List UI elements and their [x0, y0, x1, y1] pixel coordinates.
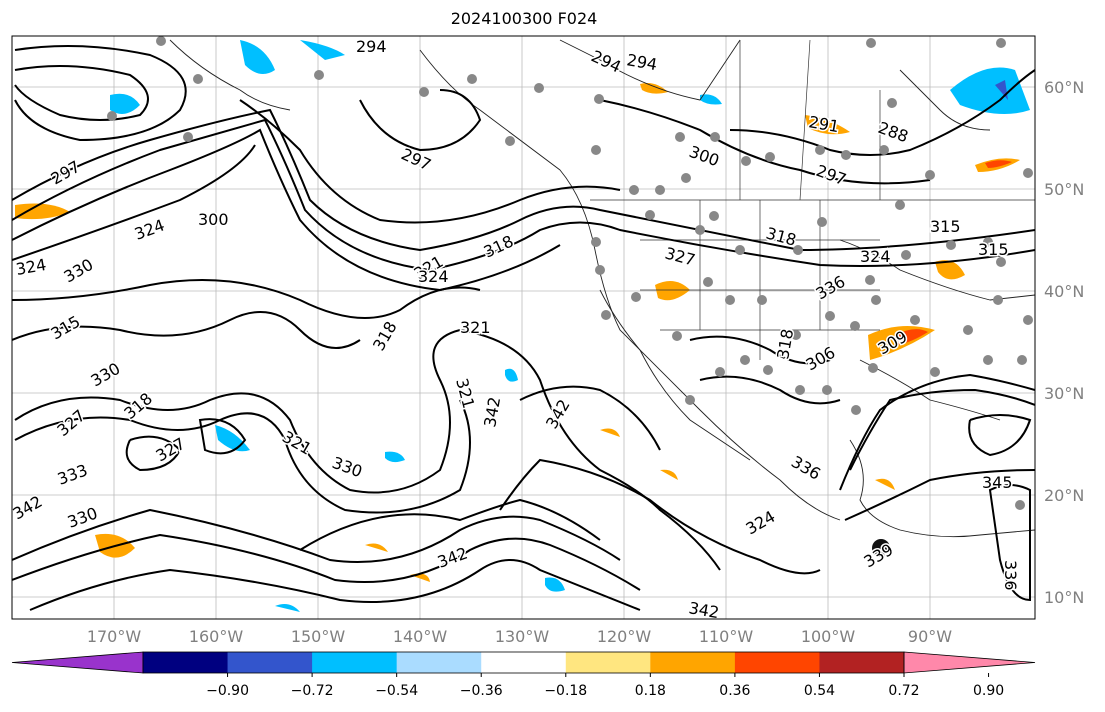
colorbar-tick-label: 0.72	[888, 683, 920, 699]
lat-label: 40°N	[1044, 282, 1085, 301]
contour-label: 300	[198, 210, 229, 229]
colorbar	[11, 651, 1036, 677]
colorbar-segment	[143, 652, 229, 673]
lon-label: 150°W	[290, 627, 346, 646]
lon-label: 160°W	[188, 627, 244, 646]
state-borders	[590, 39, 1035, 360]
red-patch	[985, 160, 1012, 168]
blue-patch	[505, 368, 518, 382]
blue-patch	[275, 604, 300, 612]
shaded-patches	[15, 40, 1030, 612]
colorbar-tick-label: −0.18	[544, 683, 588, 699]
colorbar-tick-label: 0.18	[634, 683, 666, 699]
colorbar-segment	[227, 652, 313, 673]
theta-contours	[12, 45, 1035, 611]
lat-label: 60°N	[1044, 78, 1085, 97]
map-title: 2024100300 F024	[450, 9, 598, 28]
lon-label: 90°W	[907, 627, 953, 646]
red-patch	[895, 329, 928, 345]
colorbar-tick-label: −0.72	[290, 683, 334, 699]
colorbar-segment	[481, 652, 567, 673]
blue-patch	[545, 577, 565, 592]
contour-label: 294	[356, 37, 387, 56]
contour-label: 315	[978, 240, 1009, 259]
lon-label: 100°W	[800, 627, 856, 646]
orange-patch	[655, 281, 690, 301]
lon-label: 170°W	[86, 627, 142, 646]
colorbar-segment	[396, 652, 482, 673]
blue-patch	[240, 40, 275, 74]
colorbar-tick-label: −0.36	[459, 683, 503, 699]
contour-label: 342	[687, 598, 720, 622]
blue-patch	[300, 40, 345, 60]
colorbar-outline	[142, 651, 905, 674]
station-dots	[107, 36, 1033, 510]
blue-patch	[385, 451, 405, 463]
contour-label: 315	[930, 217, 961, 236]
colorbar-segment	[312, 652, 398, 673]
orange-patch	[640, 83, 668, 94]
contour-label: 345	[982, 473, 1013, 492]
orange-patch	[875, 478, 895, 490]
contour-label: 336	[1001, 560, 1020, 591]
lon-label: 140°W	[392, 627, 448, 646]
colorbar-tick-label: 0.36	[719, 683, 751, 699]
orange-patch	[935, 260, 965, 280]
contour-label: 342	[480, 395, 504, 428]
orange-patch	[660, 469, 678, 480]
contour-label: 324	[418, 267, 449, 286]
colorbar-tick-label: −0.90	[206, 683, 249, 699]
colorbar-segment	[650, 652, 736, 673]
colorbar-tick-label: 0.54	[803, 683, 836, 699]
orange-patch	[600, 428, 620, 437]
colorbar-tick-label: −0.54	[375, 683, 419, 699]
lat-label: 30°N	[1044, 384, 1085, 403]
contour-label: 324	[860, 247, 891, 266]
map-frame	[11, 35, 1036, 620]
colorbar-extend-left	[11, 651, 144, 674]
contour-label: 321	[460, 318, 491, 337]
lat-label: 50°N	[1044, 180, 1085, 199]
orange-patch	[365, 543, 388, 552]
lat-label: 20°N	[1044, 486, 1085, 505]
station-marker-large	[872, 539, 890, 557]
orange-patch	[15, 203, 70, 220]
colorbar-segment	[734, 652, 820, 673]
colorbar-segment	[565, 652, 651, 673]
blue-patch	[950, 67, 1030, 114]
blue-patch	[110, 93, 140, 114]
lon-label: 130°W	[494, 627, 550, 646]
lon-label: 120°W	[596, 627, 652, 646]
blue-patch	[700, 94, 722, 105]
orange-patch	[805, 115, 850, 135]
colorbar-segment	[819, 652, 905, 673]
colorbar-extend-right	[903, 651, 1036, 674]
colorbar-tick-label: 0.90	[972, 683, 1005, 699]
lat-label: 10°N	[1044, 588, 1085, 607]
lon-label: 110°W	[698, 627, 754, 646]
lat-lon-grid	[12, 36, 1035, 619]
coastlines	[169, 39, 1035, 538]
